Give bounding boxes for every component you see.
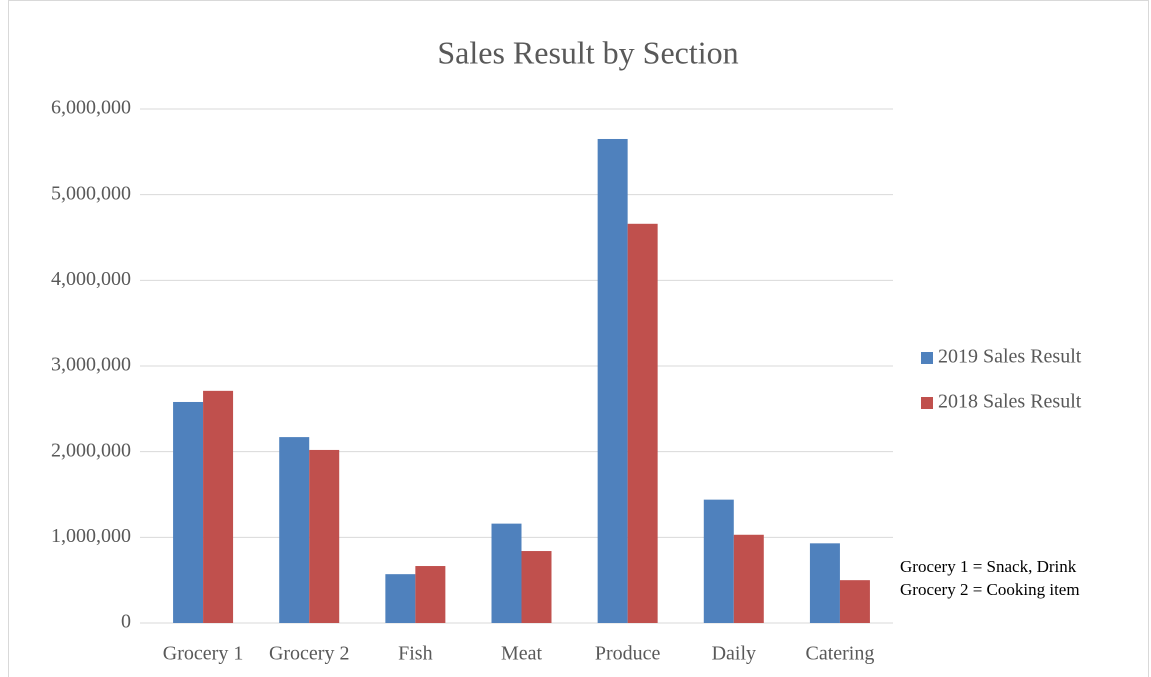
bar xyxy=(415,566,446,623)
x-tick-label: Grocery 2 xyxy=(269,643,350,665)
bar xyxy=(597,138,628,623)
x-tick-label: Produce xyxy=(595,643,661,665)
bar xyxy=(309,449,340,623)
annotation: Grocery 1 = Snack, Drink xyxy=(900,557,1077,576)
legend-label: 2018 Sales Result xyxy=(938,391,1082,413)
bar xyxy=(733,534,764,623)
bar xyxy=(627,223,658,623)
x-tick-label: Grocery 1 xyxy=(163,643,244,665)
x-tick-label: Daily xyxy=(712,643,756,665)
annotation: Grocery 2 = Cooking item xyxy=(900,580,1080,599)
bar xyxy=(203,390,234,623)
x-tick-label: Fish xyxy=(398,643,432,665)
bar xyxy=(521,551,552,623)
bar xyxy=(173,401,204,623)
y-tick-label: 1,000,000 xyxy=(51,525,131,547)
chart-title: Sales Result by Section xyxy=(437,34,738,70)
y-tick-label: 5,000,000 xyxy=(51,182,131,204)
x-tick-label: Catering xyxy=(805,643,874,665)
y-tick-label: 3,000,000 xyxy=(51,354,131,376)
bar xyxy=(491,523,522,623)
legend-swatch xyxy=(921,352,933,364)
bar xyxy=(385,574,416,623)
bar xyxy=(279,437,310,623)
bar xyxy=(703,499,734,623)
legend-label: 2019 Sales Result xyxy=(938,346,1082,368)
y-tick-label: 0 xyxy=(121,611,131,633)
bar xyxy=(839,580,870,623)
legend-swatch xyxy=(921,397,933,409)
bar xyxy=(809,543,840,623)
x-tick-label: Meat xyxy=(501,643,543,665)
y-tick-label: 4,000,000 xyxy=(51,268,131,290)
y-tick-label: 6,000,000 xyxy=(51,97,131,119)
y-tick-label: 2,000,000 xyxy=(51,439,131,461)
